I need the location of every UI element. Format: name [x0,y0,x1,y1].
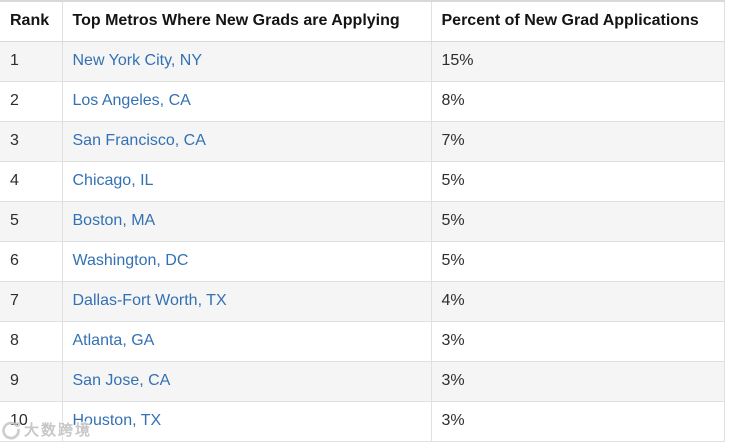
metro-cell: Washington, DC [62,241,432,282]
metro-link[interactable]: San Francisco, CA [72,132,206,149]
percent-cell: 4% [431,281,725,322]
metro-link[interactable]: New York City, NY [72,52,203,69]
table-row: 3 San Francisco, CA 7% [0,121,725,162]
column-header-percent: Percent of New Grad Applications [431,1,725,42]
table-row: 10 Houston, TX 3% [0,401,725,442]
percent-cell: 7% [431,121,725,162]
percent-cell: 3% [431,361,725,402]
metro-link[interactable]: Atlanta, GA [72,332,155,349]
column-header-metro: Top Metros Where New Grads are Applying [62,1,432,42]
rank-cell: 3 [0,121,63,162]
percent-cell: 3% [431,321,725,362]
metro-cell: Chicago, IL [62,161,432,202]
metro-link[interactable]: Dallas-Fort Worth, TX [72,292,227,309]
metro-cell: San Jose, CA [62,361,432,402]
metro-link[interactable]: Los Angeles, CA [72,92,191,109]
table-row: 4 Chicago, IL 5% [0,161,725,202]
table-row: 1 New York City, NY 15% [0,41,725,82]
percent-cell: 5% [431,161,725,202]
metro-cell: Dallas-Fort Worth, TX [62,281,432,322]
rank-cell: 2 [0,81,63,122]
table-row: 2 Los Angeles, CA 8% [0,81,725,122]
rank-cell: 4 [0,161,63,202]
table-row: 5 Boston, MA 5% [0,201,725,242]
metro-cell: New York City, NY [62,41,432,82]
table-row: 9 San Jose, CA 3% [0,361,725,402]
percent-cell: 5% [431,201,725,242]
rank-cell: 10 [0,401,63,442]
percent-cell: 5% [431,241,725,282]
column-header-rank: Rank [0,1,63,42]
rank-cell: 8 [0,321,63,362]
metro-link[interactable]: Chicago, IL [72,172,154,189]
metro-link[interactable]: Washington, DC [72,252,189,269]
percent-cell: 3% [431,401,725,442]
rank-cell: 1 [0,41,63,82]
percent-cell: 15% [431,41,725,82]
metro-cell: Boston, MA [62,201,432,242]
metro-link[interactable]: Boston, MA [72,212,156,229]
table-row: 7 Dallas-Fort Worth, TX 4% [0,281,725,322]
table-row: 8 Atlanta, GA 3% [0,321,725,362]
rank-cell: 9 [0,361,63,402]
table-header-row: Rank Top Metros Where New Grads are Appl… [0,1,725,42]
rank-cell: 7 [0,281,63,322]
rank-cell: 6 [0,241,63,282]
metro-link[interactable]: Houston, TX [72,412,162,429]
table-row: 6 Washington, DC 5% [0,241,725,282]
metro-cell: Los Angeles, CA [62,81,432,122]
percent-cell: 8% [431,81,725,122]
metro-link[interactable]: San Jose, CA [72,372,171,389]
metro-cell: Atlanta, GA [62,321,432,362]
new-grad-metros-table: Rank Top Metros Where New Grads are Appl… [0,0,725,442]
metro-cell: San Francisco, CA [62,121,432,162]
metro-cell: Houston, TX [62,401,432,442]
rank-cell: 5 [0,201,63,242]
